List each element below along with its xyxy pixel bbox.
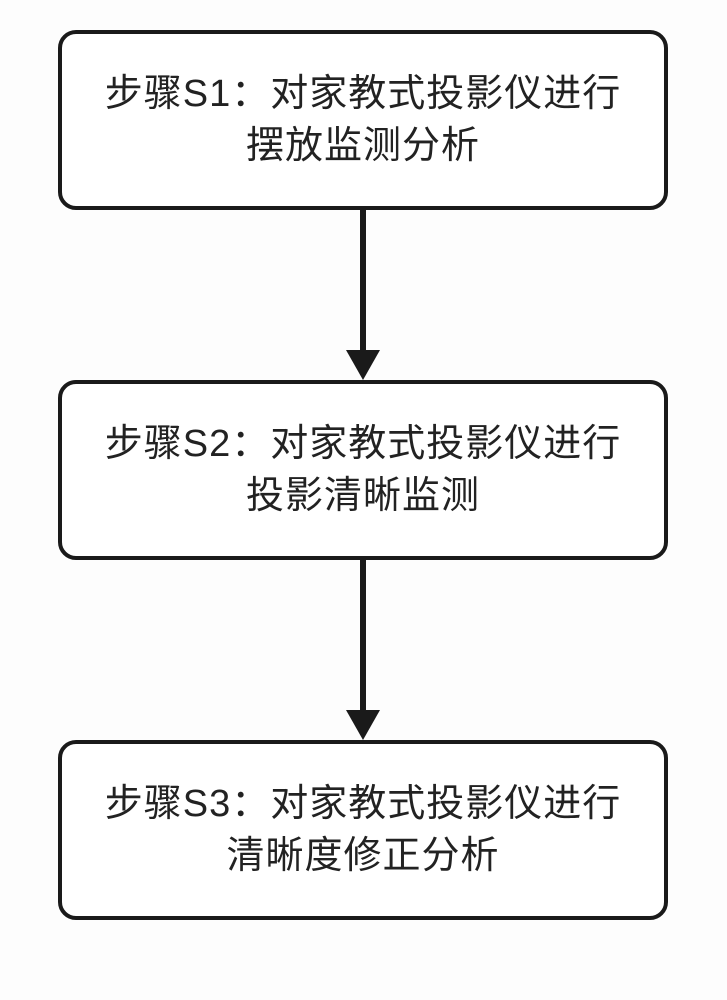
node-s3-line2: 清晰度修正分析 (226, 830, 499, 882)
flowchart-edge-s2-s3 (360, 560, 366, 710)
flowchart-node-s3: 步骤S3：对家教式投影仪进行 清晰度修正分析 (58, 740, 668, 920)
node-s1-line2: 摆放监测分析 (246, 120, 480, 172)
flowchart-canvas: 步骤S1：对家教式投影仪进行 摆放监测分析 步骤S2：对家教式投影仪进行 投影清… (0, 0, 727, 1000)
flowchart-node-s2: 步骤S2：对家教式投影仪进行 投影清晰监测 (58, 380, 668, 560)
arrow-down-icon (346, 350, 380, 380)
node-s2-line1: 步骤S2：对家教式投影仪进行 (105, 418, 621, 470)
flowchart-edge-s1-s2 (360, 210, 366, 350)
flowchart-node-s1: 步骤S1：对家教式投影仪进行 摆放监测分析 (58, 30, 668, 210)
node-s2-line2: 投影清晰监测 (246, 470, 480, 522)
node-s3-line1: 步骤S3：对家教式投影仪进行 (105, 778, 621, 830)
node-s1-line1: 步骤S1：对家教式投影仪进行 (105, 68, 621, 120)
arrow-down-icon (346, 710, 380, 740)
